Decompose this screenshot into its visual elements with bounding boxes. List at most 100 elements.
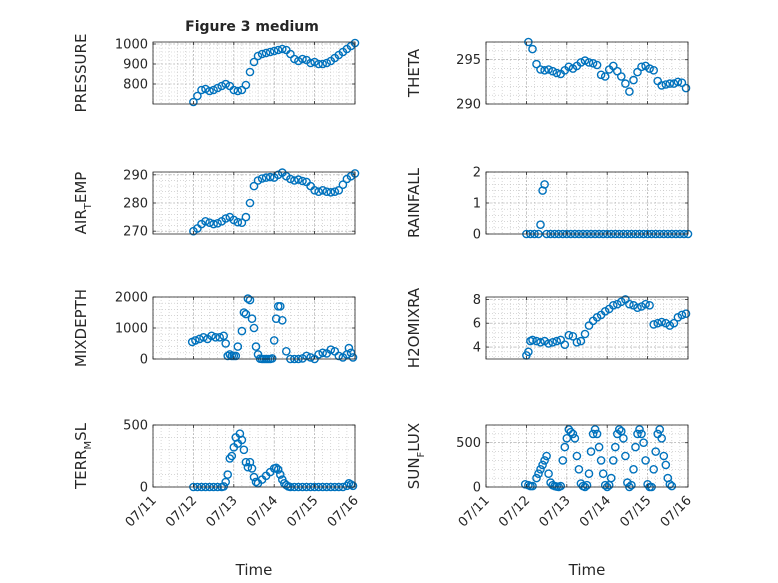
data-point — [348, 481, 358, 491]
x-tick-label: 07/11 — [456, 493, 493, 530]
y-axis-label-main: AIR — [72, 209, 90, 234]
data-point — [193, 91, 202, 101]
data-point — [677, 78, 687, 87]
data-point — [201, 84, 210, 94]
data-point — [611, 442, 620, 452]
data-point — [665, 79, 675, 88]
y-tick-label: 0 — [473, 228, 481, 243]
data-point — [245, 198, 255, 208]
data-point — [536, 337, 545, 347]
y-tick-label: 500 — [123, 419, 148, 434]
x-axis-label: Time — [235, 561, 273, 579]
data-point — [596, 456, 606, 465]
x-tick-label: 07/13 — [537, 493, 574, 530]
data-point — [649, 464, 659, 474]
data-point — [528, 481, 537, 491]
data-point — [310, 57, 319, 67]
axes-box — [152, 41, 356, 105]
y-axis-label: MIXDEPTH — [72, 289, 90, 367]
data-point — [342, 481, 352, 491]
data-point — [267, 354, 277, 363]
data-point — [277, 44, 287, 54]
data-point — [271, 314, 281, 324]
data-point — [241, 309, 251, 319]
data-point — [318, 59, 328, 69]
data-point — [231, 351, 241, 361]
y-tick-label: 2000 — [115, 291, 148, 306]
data-point — [247, 314, 257, 324]
data-point — [677, 310, 687, 320]
data-point — [225, 454, 235, 463]
data-point — [657, 317, 667, 327]
data-point — [609, 300, 618, 310]
data-point — [651, 447, 661, 456]
data-point — [286, 174, 295, 184]
data-point — [306, 58, 315, 68]
data-point — [639, 438, 648, 448]
y-axis-label: RAINFALL — [405, 167, 423, 238]
data-point — [201, 216, 210, 226]
y-axis-label-sub: M — [83, 441, 94, 450]
y-axis-label-main: RAINFALL — [405, 167, 423, 238]
data-point — [245, 295, 255, 305]
y-tick-label: 900 — [123, 58, 148, 73]
data-point — [334, 351, 344, 361]
data-point — [572, 337, 582, 347]
data-point — [594, 442, 604, 452]
data-point — [538, 460, 547, 470]
data-point — [209, 85, 218, 95]
data-point — [229, 85, 239, 95]
data-point — [233, 86, 243, 96]
plot-area — [153, 425, 355, 487]
data-point — [635, 425, 644, 434]
y-axis-label: THETA — [405, 48, 423, 98]
data-point — [600, 480, 610, 490]
data-point — [249, 181, 259, 191]
data-point — [528, 44, 537, 54]
x-tick-label: 07/14 — [244, 493, 281, 530]
series-markers — [520, 425, 677, 492]
y-axis-label-sub: T — [83, 202, 94, 210]
data-point — [560, 340, 570, 350]
data-point — [243, 462, 253, 472]
subplot-sun: 0 500 SUNFLUX 07/11 07/12 07/13 07/14 07/15 07/1… — [405, 423, 695, 579]
data-point — [655, 425, 665, 434]
data-point — [588, 59, 598, 68]
data-point — [609, 456, 618, 465]
data-point — [294, 56, 303, 66]
data-point — [544, 339, 553, 348]
data-point — [540, 180, 549, 189]
data-point — [633, 429, 642, 439]
data-point — [653, 318, 663, 328]
data-point — [661, 80, 671, 89]
y-axis-label-tail: LUX — [405, 423, 423, 452]
data-point — [637, 429, 646, 439]
data-point — [584, 469, 594, 479]
data-point — [205, 86, 214, 96]
data-point — [261, 173, 271, 182]
data-point — [241, 212, 251, 222]
data-point — [219, 331, 228, 341]
data-point — [562, 433, 572, 443]
data-point — [241, 80, 251, 90]
y-axis-label: SUNFLUX — [405, 423, 427, 489]
data-point — [560, 442, 570, 452]
data-point — [225, 350, 235, 359]
data-point — [584, 58, 594, 67]
data-point — [302, 351, 311, 361]
data-point — [625, 299, 634, 309]
data-point — [314, 187, 323, 196]
data-point — [245, 67, 255, 77]
data-point — [338, 180, 348, 189]
data-point — [221, 214, 230, 223]
data-point — [649, 66, 659, 75]
data-point — [322, 187, 332, 196]
data-point — [556, 481, 566, 491]
data-point — [657, 433, 667, 443]
data-point — [617, 72, 626, 81]
axes-box — [485, 41, 689, 105]
data-point — [314, 59, 323, 69]
data-point — [540, 66, 549, 75]
data-point — [621, 451, 630, 461]
data-point — [223, 470, 232, 479]
